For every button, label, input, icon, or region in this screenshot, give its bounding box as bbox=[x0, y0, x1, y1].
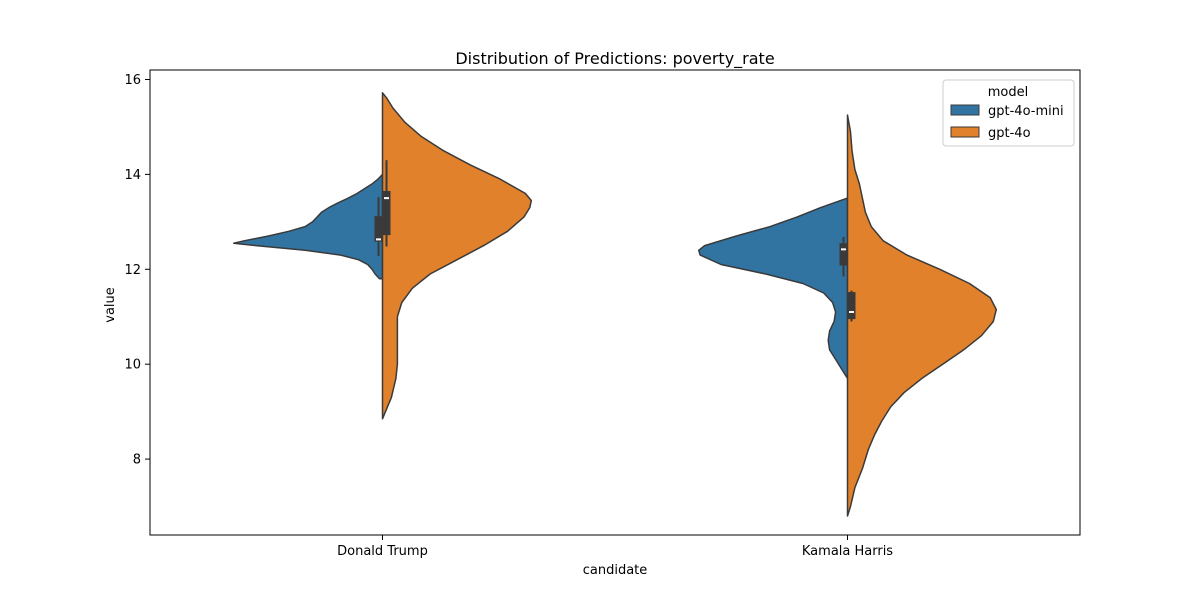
x-axis: Donald Trump Kamala Harris bbox=[337, 535, 893, 559]
box-gpt-4o-mini-donald-trump bbox=[374, 216, 383, 242]
violin-gpt-4o-donald-trump bbox=[381, 92, 533, 420]
x-tick-label-donald-trump: Donald Trump bbox=[337, 544, 428, 559]
legend: model gpt-4o-mini gpt-4o bbox=[942, 79, 1075, 147]
x-tick-label-kamala-harris: Kamala Harris bbox=[802, 544, 893, 559]
box-group bbox=[374, 160, 856, 322]
plot-frame bbox=[149, 69, 1081, 536]
y-tick-label-16: 16 bbox=[124, 73, 141, 88]
x-axis-label: candidate bbox=[583, 563, 648, 578]
box-gpt-4o-kamala-harris bbox=[847, 292, 856, 320]
y-tick-label-12: 12 bbox=[124, 263, 141, 278]
violin-gpt-4o-mini-donald-trump bbox=[232, 173, 384, 280]
violin-gpt-4o-mini-kamala-harris bbox=[697, 197, 849, 380]
box-gpt-4o-donald-trump bbox=[382, 190, 391, 236]
violin-group bbox=[232, 92, 998, 517]
chart-title: Distribution of Predictions: poverty_rat… bbox=[455, 49, 774, 69]
y-axis: 8 10 12 14 16 bbox=[124, 73, 150, 468]
y-tick-label-8: 8 bbox=[133, 453, 141, 468]
y-tick-label-10: 10 bbox=[124, 358, 141, 373]
legend-title: model bbox=[988, 85, 1028, 100]
y-tick-label-14: 14 bbox=[124, 168, 141, 183]
box-gpt-4o-mini-kamala-harris bbox=[839, 243, 848, 266]
legend-swatch-gpt-4o bbox=[950, 126, 980, 138]
y-axis-label: value bbox=[103, 287, 118, 323]
violin-gpt-4o-kamala-harris bbox=[846, 114, 998, 517]
legend-swatch-gpt-4o-mini bbox=[950, 104, 980, 116]
legend-label-gpt-4o-mini: gpt-4o-mini bbox=[988, 104, 1064, 119]
legend-label-gpt-4o: gpt-4o bbox=[988, 126, 1031, 141]
